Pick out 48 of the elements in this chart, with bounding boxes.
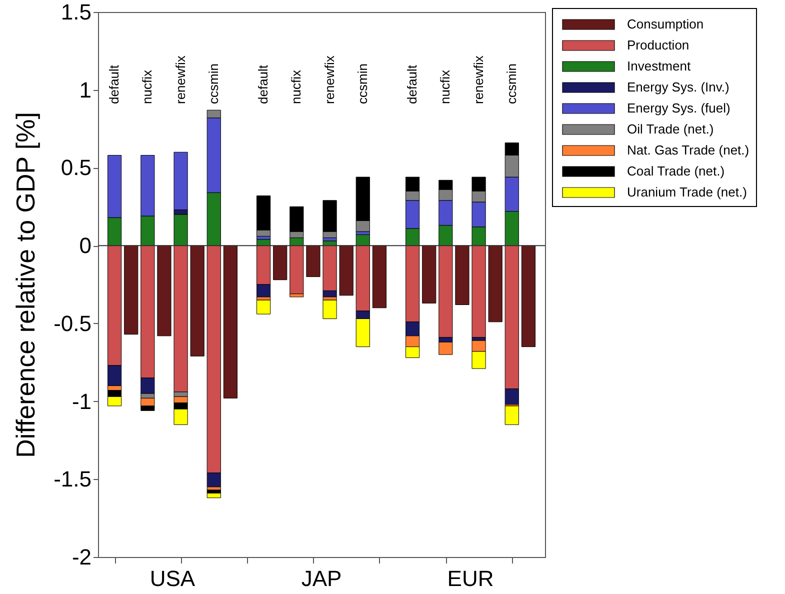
bar: [206, 492, 221, 498]
legend-label: Production: [627, 38, 690, 52]
x-tick-label: renewfix: [322, 55, 337, 104]
legend-label: Consumption: [627, 16, 704, 32]
x-tick-label: renewfix: [172, 55, 188, 104]
bar: [223, 245, 238, 398]
legend-label: Coal Trade (net.): [627, 164, 725, 178]
text: JAP: [301, 566, 342, 591]
x-tick-label: ccsmin: [354, 64, 370, 104]
legend-label: Energy Sys. (Inv.): [627, 80, 730, 94]
y-tick-label: 0: [79, 233, 92, 258]
legend-label: Uranium Trade (net.): [627, 184, 747, 200]
bar: [521, 245, 536, 348]
y-tick-label: -1: [72, 388, 92, 414]
x-tick-label: default: [106, 64, 122, 104]
y-tick-label: 1.5: [60, 0, 92, 24]
bar: [256, 300, 271, 314]
legend-label: Energy Sys. (fuel): [627, 100, 730, 116]
bar: [455, 245, 470, 305]
y-tick-label: -2: [72, 544, 92, 570]
y-tick-label: -0.5: [54, 310, 92, 336]
bar: [306, 245, 320, 277]
text: EUR: [447, 566, 494, 591]
x-tick-label: default: [256, 64, 271, 104]
y-tick-label: -1.5: [54, 466, 92, 492]
bar: [157, 245, 172, 336]
bar: [422, 245, 436, 304]
x-tick-label: ccsmin: [206, 64, 221, 104]
legend-label: Nat. Gas Trade (net.): [627, 142, 750, 158]
x-tick-label: ccsmin: [504, 64, 519, 104]
y-tick-label: 0.5: [60, 155, 92, 180]
x-tick-label: nucfix: [140, 70, 155, 104]
x-tick-label: nucfix: [438, 70, 453, 104]
legend-label: Investment: [627, 58, 691, 74]
x-tick-label: renewfix: [470, 55, 486, 104]
x-tick-label: nucfix: [288, 70, 304, 104]
bar: [372, 245, 386, 308]
text: USA: [150, 566, 196, 591]
bar: [124, 245, 138, 335]
x-tick-label: default: [404, 64, 420, 104]
bar: [322, 300, 337, 320]
bar: [339, 245, 354, 296]
y-tick-label: 1: [79, 77, 92, 102]
y-axis-title: Difference relative to GDP [%]: [10, 112, 41, 458]
bar: [273, 245, 288, 280]
bar: [488, 245, 502, 322]
legend-label: Oil Trade (net.): [627, 122, 714, 136]
bar: [190, 245, 204, 356]
